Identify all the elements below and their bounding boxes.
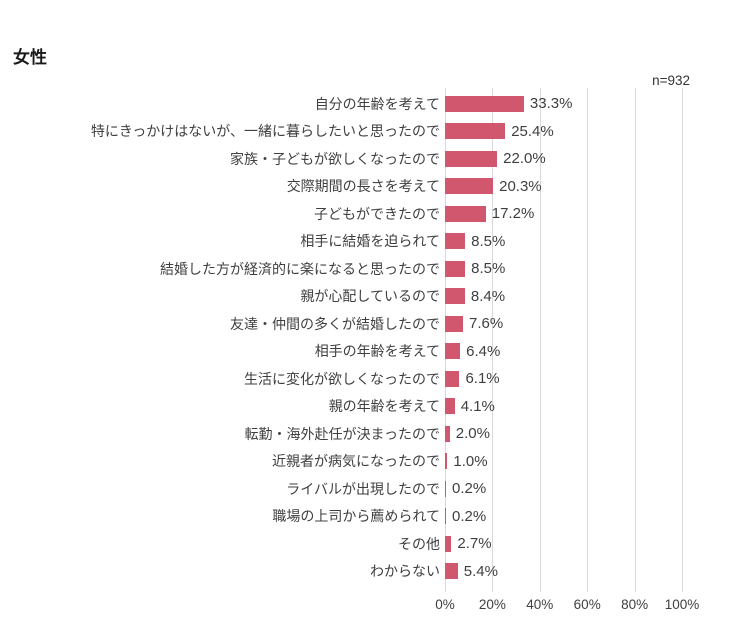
bar bbox=[445, 370, 460, 387]
bar bbox=[445, 425, 450, 442]
value-label: 8.5% bbox=[471, 232, 506, 250]
category-label: わからない bbox=[370, 563, 440, 580]
value-label: 0.2% bbox=[452, 480, 487, 498]
value-label: 6.1% bbox=[465, 370, 500, 388]
bar-row: 親が心配しているので 8.4% bbox=[0, 283, 730, 311]
bar-row: わからない 5.4% bbox=[0, 558, 730, 586]
value-label: 25.4% bbox=[511, 122, 554, 140]
page-title: 女性 bbox=[13, 48, 47, 67]
x-axis-tick-label: 20% bbox=[478, 597, 506, 612]
category-label: 職場の上司から薦められて bbox=[272, 508, 440, 525]
bar-row: 近親者が病気になったので 1.0% bbox=[0, 448, 730, 476]
bar bbox=[445, 398, 455, 415]
bar bbox=[445, 233, 466, 250]
value-label: 8.4% bbox=[470, 287, 506, 305]
x-axis-tick-label: 60% bbox=[573, 597, 601, 612]
category-label: 自分の年齢を考えて bbox=[314, 95, 440, 112]
bar-row: 子どもができたので 17.2% bbox=[0, 200, 730, 228]
gridline bbox=[539, 88, 541, 592]
gridline bbox=[445, 88, 446, 592]
gridline bbox=[682, 88, 683, 592]
gridline bbox=[634, 88, 636, 592]
category-label: 親が心配しているので bbox=[300, 288, 440, 305]
category-label: 特にきっかけはないが、一緒に暮らしたいと思ったので bbox=[90, 123, 440, 140]
bar bbox=[445, 178, 494, 195]
value-label: 5.4% bbox=[463, 562, 498, 580]
x-axis-tick-label: 100% bbox=[664, 597, 700, 612]
bar bbox=[445, 343, 461, 360]
bar bbox=[445, 205, 486, 222]
bar-row: その他 2.7% bbox=[0, 530, 730, 558]
value-label: 2.0% bbox=[455, 425, 490, 443]
x-axis-tick-label: 0% bbox=[435, 597, 455, 612]
bar bbox=[445, 480, 446, 497]
bar-row: 結婚した方が経済的に楽になると思ったので 8.5% bbox=[0, 255, 730, 283]
bar bbox=[445, 563, 458, 580]
bar bbox=[445, 95, 524, 112]
category-label: 転勤・海外赴任が決まったので bbox=[244, 425, 440, 442]
bar-row: 自分の年齢を考えて 33.3% bbox=[0, 90, 730, 118]
bar bbox=[445, 315, 463, 332]
category-label: 子どもができたので bbox=[314, 205, 440, 222]
sample-size-label: n=932 bbox=[652, 73, 690, 88]
bar-row: 親の年齢を考えて 4.1% bbox=[0, 393, 730, 421]
value-label: 1.0% bbox=[453, 452, 488, 470]
gridline bbox=[492, 88, 494, 592]
category-label: 相手に結婚を迫られて bbox=[300, 233, 440, 250]
value-label: 0.2% bbox=[452, 507, 487, 525]
bar bbox=[445, 535, 452, 552]
gridline bbox=[587, 88, 589, 592]
value-label: 2.7% bbox=[457, 535, 492, 553]
bar-row: ライバルが出現したので 0.2% bbox=[0, 475, 730, 503]
bar bbox=[445, 150, 498, 167]
bar bbox=[445, 508, 446, 525]
category-label: 相手の年齢を考えて bbox=[314, 343, 440, 360]
category-label: その他 bbox=[398, 535, 440, 552]
bar bbox=[445, 453, 448, 470]
value-label: 8.5% bbox=[471, 260, 506, 278]
value-label: 20.3% bbox=[499, 177, 542, 195]
value-label: 22.0% bbox=[503, 150, 546, 168]
value-label: 33.3% bbox=[529, 95, 573, 113]
value-label: 7.6% bbox=[469, 315, 504, 333]
bar bbox=[445, 123, 506, 140]
x-axis-tick-label: 40% bbox=[526, 597, 554, 612]
bar-row: 交際期間の長さを考えて 20.3% bbox=[0, 173, 730, 201]
bar-row: 家族・子どもが欲しくなったので 22.0% bbox=[0, 145, 730, 173]
category-label: 友達・仲間の多くが結婚したので bbox=[230, 315, 440, 332]
x-axis-tick-label: 80% bbox=[621, 597, 649, 612]
category-label: 結婚した方が経済的に楽になると思ったので bbox=[160, 260, 440, 277]
category-label: ライバルが出現したので bbox=[286, 480, 440, 497]
bar bbox=[445, 288, 465, 305]
value-label: 6.4% bbox=[466, 342, 501, 360]
bar-row: 相手の年齢を考えて 6.4% bbox=[0, 338, 730, 366]
category-label: 近親者が病気になったので bbox=[272, 453, 440, 470]
bar-row: 特にきっかけはないが、一緒に暮らしたいと思ったので 25.4% bbox=[0, 118, 730, 146]
bar-row: 生活に変化が欲しくなったので 6.1% bbox=[0, 365, 730, 393]
bar-row: 友達・仲間の多くが結婚したので 7.6% bbox=[0, 310, 730, 338]
category-label: 家族・子どもが欲しくなったので bbox=[230, 150, 440, 167]
category-label: 生活に変化が欲しくなったので bbox=[244, 370, 440, 387]
bar bbox=[445, 260, 466, 277]
category-label: 交際期間の長さを考えて bbox=[286, 178, 440, 195]
value-label: 17.2% bbox=[491, 205, 535, 223]
value-label: 4.1% bbox=[460, 397, 495, 415]
category-label: 親の年齢を考えて bbox=[328, 398, 440, 415]
bar-row: 相手に結婚を迫られて 8.5% bbox=[0, 228, 730, 256]
bar-row: 転勤・海外赴任が決まったので 2.0% bbox=[0, 420, 730, 448]
bar-row: 職場の上司から薦められて 0.2% bbox=[0, 503, 730, 531]
